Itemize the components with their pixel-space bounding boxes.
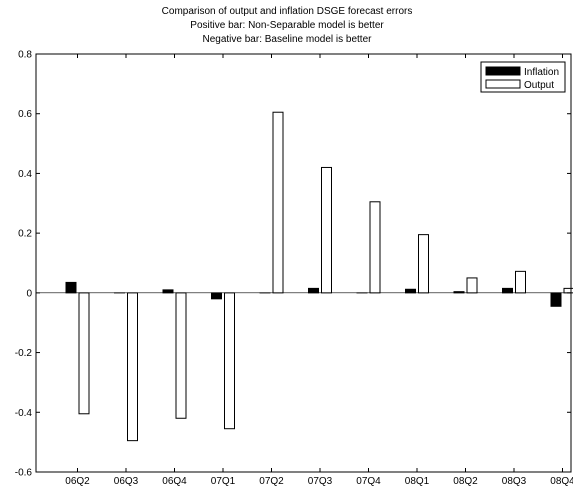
legend-label-inflation: Inflation <box>524 67 559 78</box>
chart-title-line-2: Positive bar: Non-Separable model is bet… <box>190 20 384 31</box>
bar-inflation-07q1 <box>211 292 222 300</box>
y-tick-label: 0.8 <box>18 50 32 61</box>
bar-output-06q2 <box>78 292 90 415</box>
y-tick-label: 0.6 <box>18 109 32 120</box>
bar-output-06q4 <box>175 292 187 419</box>
legend-label-output: Output <box>524 80 554 91</box>
bar-inflation-08q3 <box>502 287 513 294</box>
x-tick-label: 06Q3 <box>114 476 139 487</box>
bar-output-07q1 <box>224 292 235 430</box>
bar-output-08q1 <box>418 234 429 294</box>
x-tick-label: 08Q3 <box>502 476 527 487</box>
bar-output-08q3 <box>515 270 526 294</box>
x-tick-label: 07Q1 <box>211 476 236 487</box>
bars-layer <box>65 111 573 442</box>
x-tick-label: 08Q2 <box>453 476 478 487</box>
bar-inflation-08q1 <box>405 288 416 294</box>
bar-output-07q2 <box>272 111 284 294</box>
legend-swatch-output <box>485 79 521 89</box>
bar-output-07q4 <box>369 201 381 294</box>
y-tick-label: 0.4 <box>18 169 32 180</box>
bar-output-08q4 <box>563 287 573 294</box>
bar-output-08q2 <box>466 277 478 294</box>
bar-inflation-06q4 <box>162 289 174 294</box>
legend: Inflation Output <box>480 61 566 93</box>
y-tick-label: 0 <box>26 288 32 299</box>
x-tick-label: 07Q3 <box>308 476 333 487</box>
x-tick-label: 08Q4 <box>550 476 573 487</box>
chart-title-line-1: Comparison of output and inflation DSGE … <box>162 6 413 17</box>
bar-inflation-06q2 <box>65 281 77 294</box>
y-tick-label: 0.2 <box>18 229 32 240</box>
bar-inflation-07q3 <box>308 287 319 294</box>
plot-frame <box>35 53 572 473</box>
y-tick-label: -0.6 <box>15 468 33 479</box>
axes-layer: -0.6 -0.4 -0.2 0 0.2 0.4 0.6 0.8 06Q2 06Q3 06Q4 07Q… <box>15 50 573 487</box>
chart-title-line-3: Negative bar: Baseline model is better <box>203 34 373 45</box>
x-tick-label: 06Q4 <box>162 476 187 487</box>
bar-output-07q3 <box>321 166 332 294</box>
x-tick-label: 08Q1 <box>405 476 430 487</box>
bar-output-06q3 <box>127 292 138 442</box>
x-tick-label: 07Q2 <box>259 476 284 487</box>
chart-title: Comparison of output and inflation DSGE … <box>162 6 413 45</box>
y-tick-label: -0.2 <box>15 348 33 359</box>
bar-inflation-08q4 <box>550 292 562 307</box>
y-tick-label: -0.4 <box>15 408 33 419</box>
legend-swatch-inflation <box>485 66 521 76</box>
x-tick-label: 07Q4 <box>356 476 381 487</box>
x-tick-label: 06Q2 <box>65 476 90 487</box>
